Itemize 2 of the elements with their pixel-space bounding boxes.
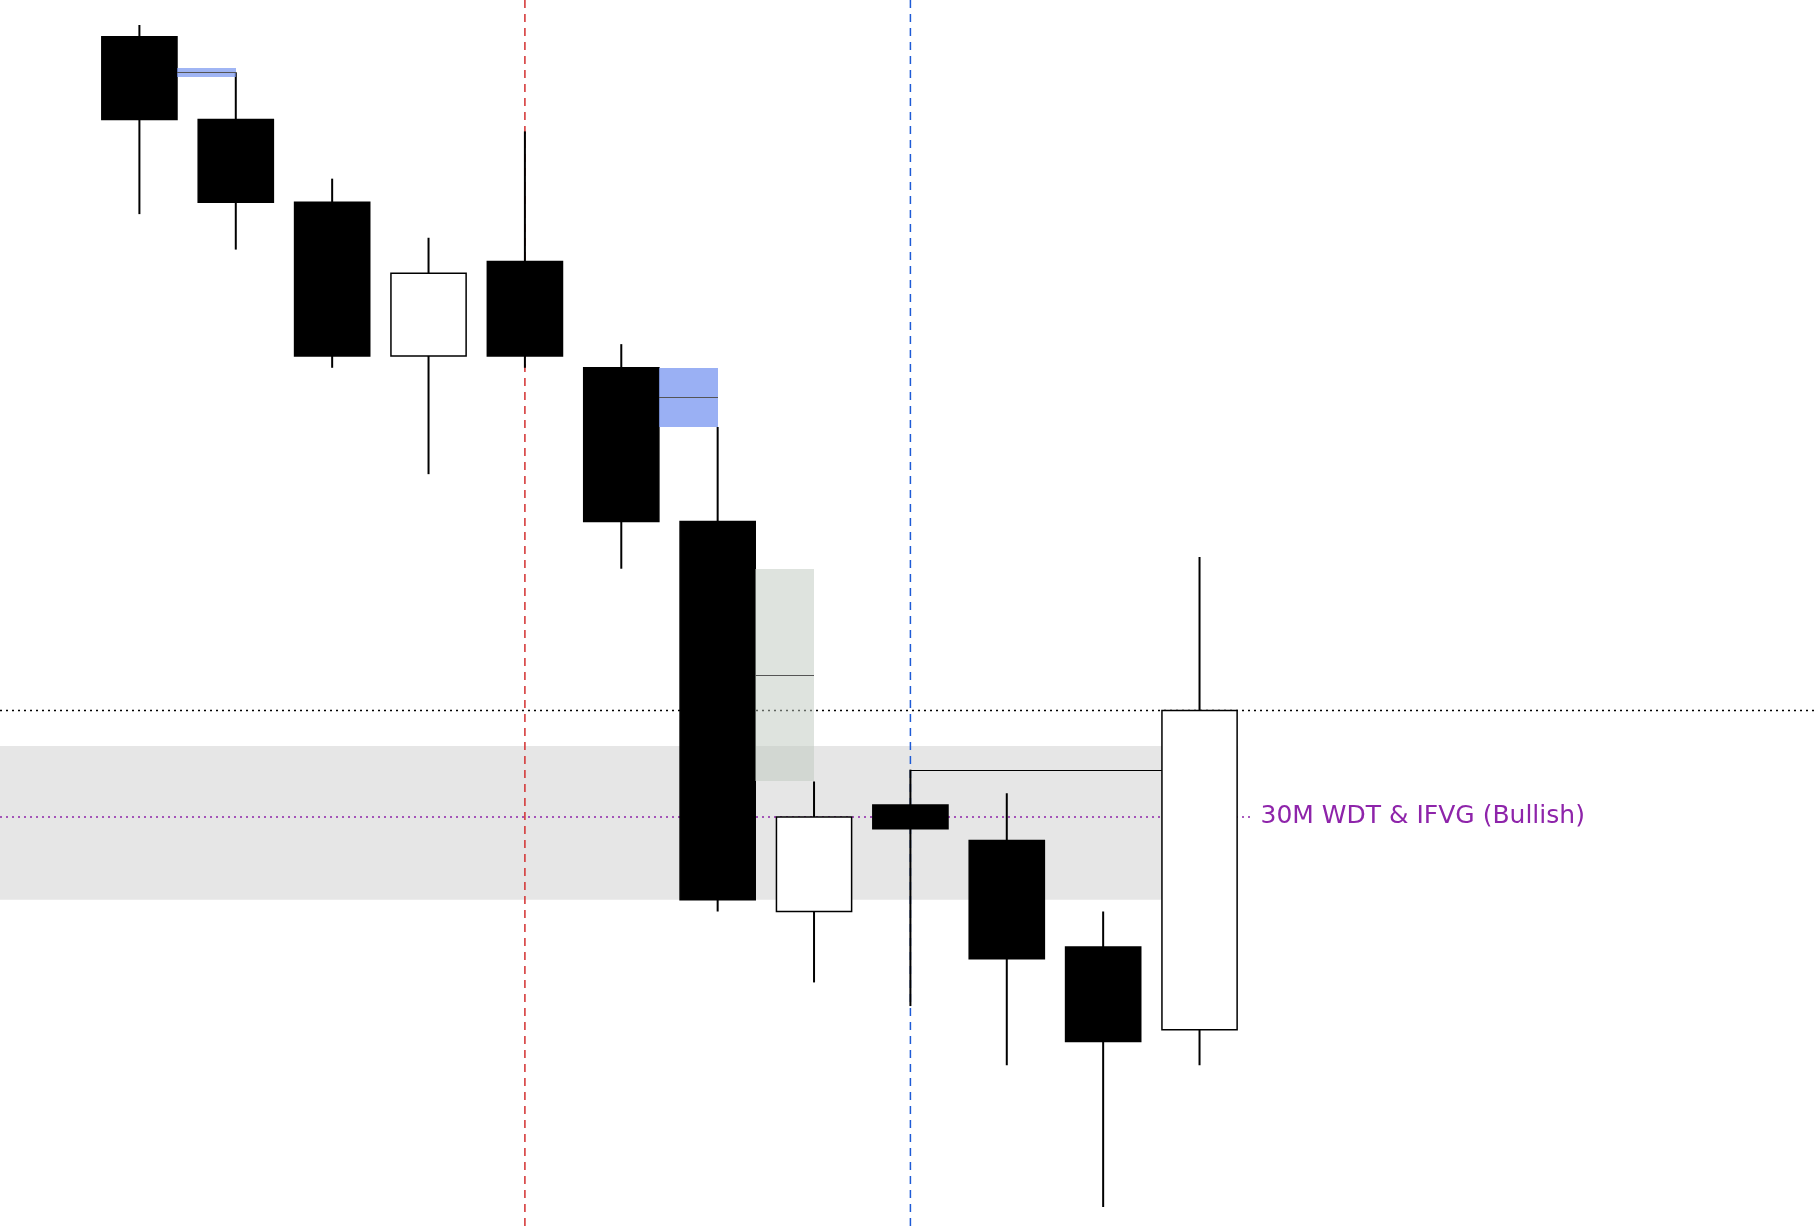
candlestick: [872, 768, 949, 1008]
ref-line-label: 30M WDT & IFVG (Bullish): [1260, 800, 1585, 830]
